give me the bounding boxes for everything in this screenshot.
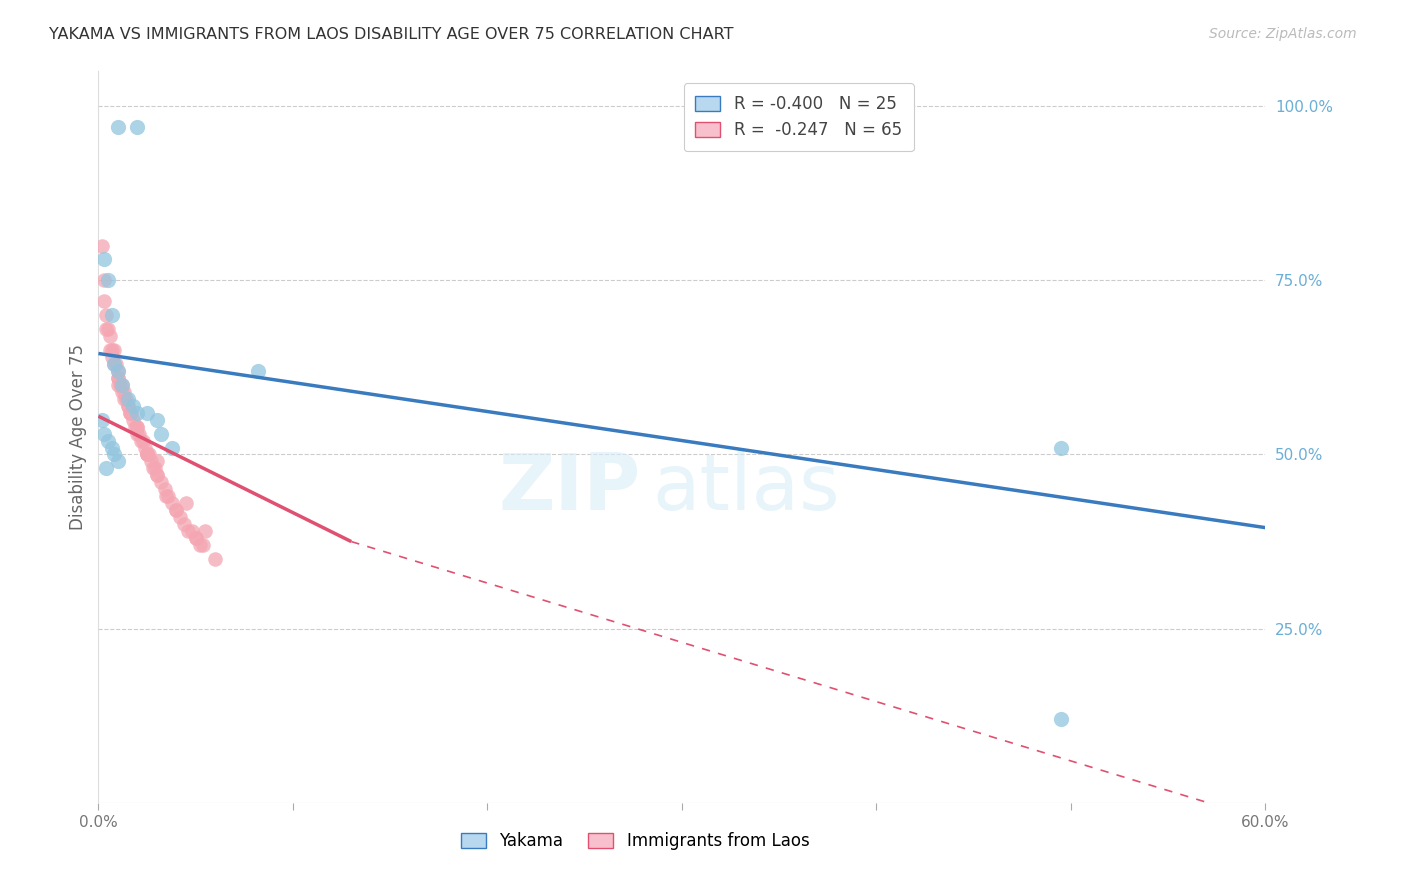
Point xyxy=(127,419,149,434)
Point xyxy=(104,357,127,371)
Point xyxy=(142,461,165,475)
Point xyxy=(112,392,135,406)
Point xyxy=(107,364,129,378)
Point xyxy=(122,412,145,426)
Point xyxy=(1050,441,1073,455)
Point xyxy=(193,538,215,552)
Point xyxy=(139,454,162,468)
Point xyxy=(127,426,149,441)
Point xyxy=(165,503,187,517)
Point xyxy=(121,406,143,420)
Point xyxy=(127,419,149,434)
Point xyxy=(111,377,134,392)
Point xyxy=(97,322,120,336)
Point xyxy=(103,448,125,462)
Point xyxy=(146,454,169,468)
Point xyxy=(112,384,135,399)
Point xyxy=(91,238,114,252)
Point xyxy=(136,448,159,462)
Point xyxy=(107,377,129,392)
Point xyxy=(127,120,149,134)
Point xyxy=(93,426,115,441)
Point xyxy=(128,426,150,441)
Text: atlas: atlas xyxy=(652,450,841,526)
Point xyxy=(93,294,115,309)
Point xyxy=(165,503,187,517)
Point xyxy=(174,496,197,510)
Point xyxy=(129,434,152,448)
Point xyxy=(134,441,156,455)
Point xyxy=(184,531,207,545)
Point xyxy=(103,357,125,371)
Point xyxy=(149,475,172,490)
Point xyxy=(188,538,211,552)
Point xyxy=(101,350,124,364)
Point xyxy=(97,273,120,287)
Point xyxy=(162,496,184,510)
Point xyxy=(118,406,141,420)
Point xyxy=(107,371,129,385)
Point xyxy=(111,384,134,399)
Point xyxy=(132,434,155,448)
Text: Source: ZipAtlas.com: Source: ZipAtlas.com xyxy=(1209,27,1357,41)
Point xyxy=(117,399,139,413)
Point xyxy=(107,454,129,468)
Point xyxy=(194,524,217,538)
Point xyxy=(93,252,115,267)
Point xyxy=(97,434,120,448)
Point xyxy=(184,531,207,545)
Text: YAKAMA VS IMMIGRANTS FROM LAOS DISABILITY AGE OVER 75 CORRELATION CHART: YAKAMA VS IMMIGRANTS FROM LAOS DISABILIT… xyxy=(49,27,734,42)
Point xyxy=(96,322,118,336)
Point xyxy=(136,448,159,462)
Point xyxy=(96,308,118,322)
Point xyxy=(107,371,129,385)
Point xyxy=(136,448,159,462)
Point xyxy=(157,489,180,503)
Point xyxy=(155,489,177,503)
Point xyxy=(103,343,125,357)
Point xyxy=(122,399,145,413)
Point xyxy=(177,524,200,538)
Point xyxy=(118,406,141,420)
Point xyxy=(146,412,169,426)
Point xyxy=(146,468,169,483)
Point xyxy=(180,524,202,538)
Point xyxy=(127,406,149,420)
Point xyxy=(91,412,114,426)
Point xyxy=(98,343,121,357)
Point xyxy=(117,399,139,413)
Point xyxy=(103,357,125,371)
Point xyxy=(162,441,184,455)
Point xyxy=(138,448,160,462)
Point xyxy=(101,308,124,322)
Point xyxy=(204,552,226,566)
Point xyxy=(114,392,136,406)
Point xyxy=(173,517,195,532)
Point xyxy=(143,461,166,475)
Point xyxy=(136,406,159,420)
Point xyxy=(1050,712,1073,726)
Point xyxy=(93,273,115,287)
Point xyxy=(101,441,124,455)
Legend: Yakama, Immigrants from Laos: Yakama, Immigrants from Laos xyxy=(454,825,815,856)
Point xyxy=(246,364,269,378)
Point xyxy=(108,377,131,392)
Y-axis label: Disability Age Over 75: Disability Age Over 75 xyxy=(69,344,87,530)
Point xyxy=(153,483,176,497)
Point xyxy=(96,461,118,475)
Point xyxy=(117,392,139,406)
Text: ZIP: ZIP xyxy=(499,450,641,526)
Point xyxy=(124,419,146,434)
Point xyxy=(101,343,124,357)
Point xyxy=(107,120,129,134)
Point xyxy=(146,468,169,483)
Point xyxy=(98,329,121,343)
Point xyxy=(169,510,191,524)
Point xyxy=(107,364,129,378)
Point xyxy=(149,426,172,441)
Point xyxy=(111,377,134,392)
